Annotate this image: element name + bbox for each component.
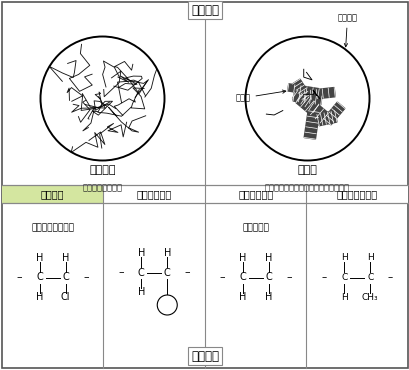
Text: 分子形態: 分子形態	[191, 3, 218, 17]
Circle shape	[245, 37, 369, 161]
Polygon shape	[303, 111, 319, 139]
Bar	[2, 185, 103, 203]
Text: H: H	[137, 248, 145, 258]
Text: C: C	[62, 272, 69, 283]
Text: –: –	[17, 272, 22, 283]
Text: CH₃: CH₃	[361, 293, 378, 302]
Text: –: –	[387, 272, 392, 283]
Text: H: H	[264, 292, 272, 302]
Text: 結晶部: 結晶部	[235, 90, 285, 102]
Polygon shape	[295, 93, 328, 123]
Text: 炭素、水素、塩素: 炭素、水素、塩素	[31, 223, 74, 232]
Polygon shape	[303, 88, 334, 100]
Text: H: H	[62, 253, 69, 263]
Polygon shape	[292, 90, 318, 112]
Text: 結晶性: 結晶性	[297, 165, 317, 175]
Polygon shape	[323, 102, 344, 125]
Text: –: –	[285, 272, 291, 283]
Text: 化学組成: 化学組成	[191, 350, 218, 363]
Text: 炭素、水素: 炭素、水素	[242, 223, 269, 232]
Text: H: H	[340, 253, 347, 262]
Text: H: H	[137, 287, 145, 297]
Text: 非結晶部: 非結晶部	[337, 13, 357, 47]
Text: C: C	[36, 272, 43, 283]
Text: –: –	[118, 268, 124, 278]
Text: C: C	[265, 272, 272, 283]
Bar	[204, 185, 306, 203]
Text: H: H	[264, 253, 272, 263]
Text: ポリスチレン: ポリスチレン	[136, 189, 171, 199]
Text: C: C	[366, 273, 373, 282]
Polygon shape	[316, 111, 336, 126]
Text: –: –	[219, 272, 225, 283]
Text: H: H	[36, 253, 43, 263]
Text: H: H	[340, 293, 347, 302]
Text: H: H	[238, 253, 246, 263]
Text: ポリエチレン: ポリエチレン	[238, 189, 273, 199]
Text: –: –	[184, 268, 190, 278]
Text: ポリプロピレン: ポリプロピレン	[336, 189, 377, 199]
Bar	[306, 185, 407, 203]
Text: H: H	[238, 292, 246, 302]
Text: 塩ビ樹脂: 塩ビ樹脂	[41, 189, 64, 199]
Text: 分子鎖は凍結状態: 分子鎖は凍結状態	[82, 183, 122, 192]
Text: C: C	[137, 268, 144, 278]
Text: C: C	[340, 273, 346, 282]
Text: H: H	[366, 253, 373, 262]
Bar	[103, 185, 204, 203]
Text: H: H	[36, 292, 43, 302]
Text: C: C	[164, 268, 170, 278]
Text: C: C	[239, 272, 245, 283]
Text: H: H	[163, 248, 171, 258]
Text: 結晶部は動かないが非結晶部は可動性: 結晶部は動かないが非結晶部は可動性	[264, 183, 349, 192]
Text: –: –	[321, 272, 326, 283]
Text: 非結晶性: 非結晶性	[89, 165, 115, 175]
Circle shape	[40, 37, 164, 161]
Polygon shape	[292, 79, 309, 100]
Polygon shape	[287, 84, 319, 96]
Polygon shape	[292, 92, 321, 105]
Text: –: –	[83, 272, 88, 283]
Text: Cl: Cl	[61, 292, 70, 302]
